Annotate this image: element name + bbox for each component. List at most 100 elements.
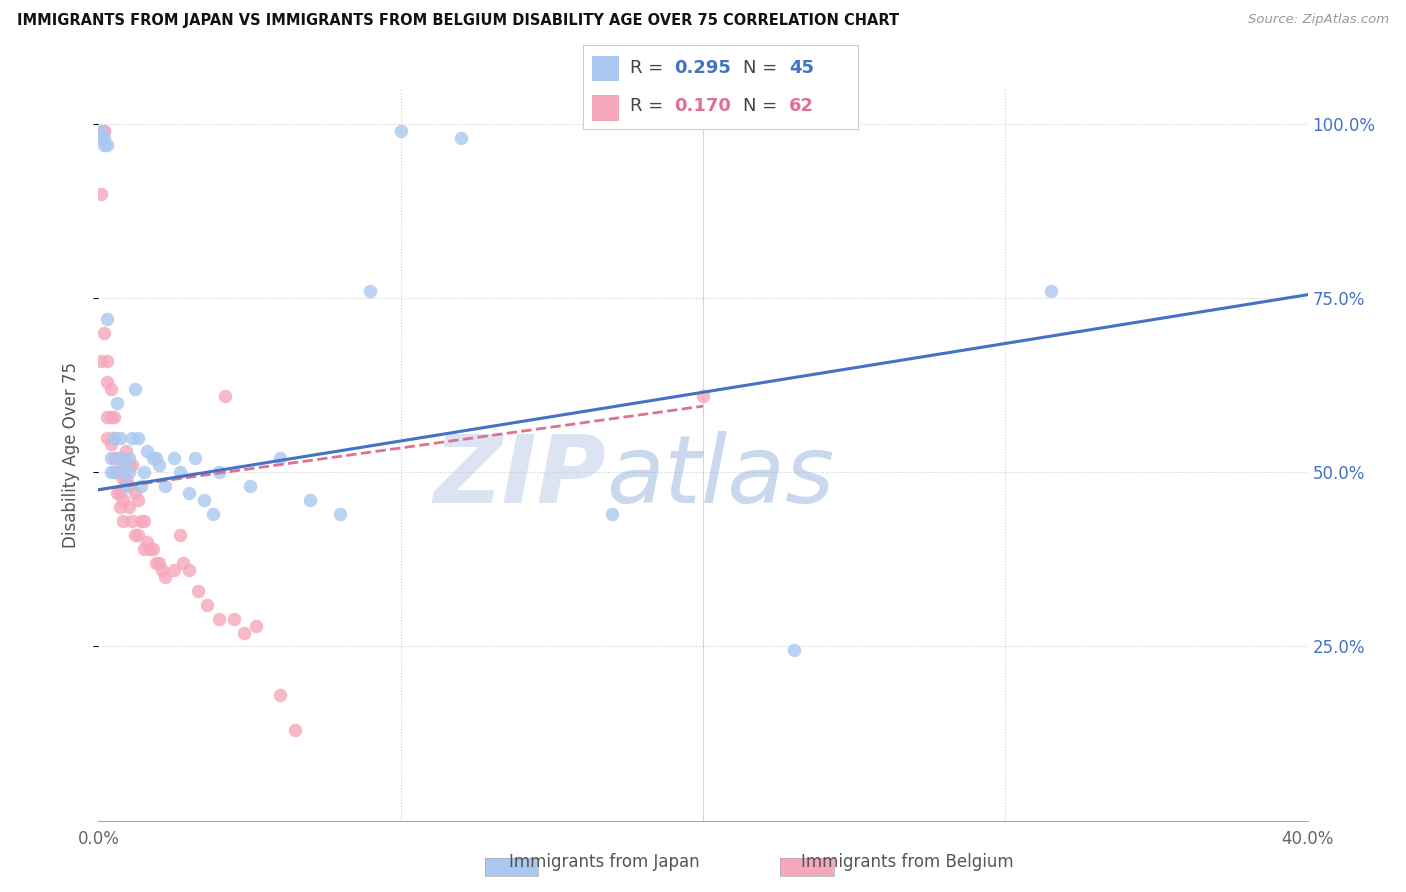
Point (108, 451, 131, 466)
Point (93, 131, 115, 145)
Point (153, 479, 176, 493)
Point (127, 493, 149, 508)
Point (193, 493, 215, 508)
Point (232, 625, 254, 640)
Point (169, 466, 191, 480)
Point (214, 389, 236, 403)
Point (142, 541, 165, 556)
Point (127, 528, 149, 542)
Point (145, 556, 167, 570)
Point (124, 528, 146, 542)
Point (114, 472, 136, 486)
Point (360, 284, 382, 298)
Point (124, 382, 146, 396)
Point (132, 541, 155, 556)
Point (169, 528, 191, 542)
Text: 45: 45 (789, 60, 814, 78)
Point (108, 430, 131, 444)
Point (105, 395, 128, 409)
Point (139, 541, 162, 556)
Point (239, 479, 262, 493)
Point (450, 131, 472, 145)
Text: 0.170: 0.170 (673, 96, 731, 114)
Point (135, 444, 157, 458)
Text: R =: R = (630, 96, 669, 114)
Point (132, 514, 155, 528)
Point (103, 451, 125, 466)
Text: IMMIGRANTS FROM JAPAN VS IMMIGRANTS FROM BELGIUM DISABILITY AGE OVER 75 CORRELAT: IMMIGRANTS FROM JAPAN VS IMMIGRANTS FROM… (17, 13, 898, 29)
Point (96, 354, 118, 368)
Point (783, 643, 806, 657)
Point (163, 451, 186, 466)
Point (100, 437, 122, 451)
Point (148, 458, 170, 473)
Point (93, 124, 115, 138)
Point (100, 451, 122, 466)
Point (111, 458, 134, 473)
Point (96, 312, 118, 326)
Point (145, 451, 167, 466)
Point (93, 326, 115, 340)
Text: Source: ZipAtlas.com: Source: ZipAtlas.com (1249, 13, 1389, 27)
Bar (592, 55, 619, 81)
Point (118, 500, 141, 515)
Point (269, 451, 291, 466)
Point (135, 535, 157, 549)
Point (111, 451, 134, 466)
Point (245, 618, 267, 632)
Point (105, 466, 128, 480)
Point (100, 382, 122, 396)
Bar (592, 95, 619, 120)
Point (100, 466, 122, 480)
Point (284, 723, 307, 737)
Text: ZIP: ZIP (433, 431, 606, 523)
Point (602, 507, 624, 521)
Point (132, 466, 155, 480)
Point (111, 472, 134, 486)
Point (142, 451, 165, 466)
Point (111, 514, 134, 528)
Point (96, 375, 118, 389)
Point (96, 409, 118, 424)
Point (129, 514, 152, 528)
Point (118, 479, 141, 493)
Point (172, 556, 194, 570)
Point (195, 598, 218, 612)
Point (121, 514, 143, 528)
Point (90, 131, 112, 145)
Point (118, 451, 141, 466)
Point (202, 507, 225, 521)
Text: R =: R = (630, 60, 669, 78)
Point (105, 486, 128, 500)
Point (153, 570, 176, 584)
Point (93, 124, 115, 138)
Point (127, 430, 149, 444)
Point (1039, 284, 1062, 298)
Point (103, 430, 125, 444)
Text: Immigrants from Japan: Immigrants from Japan (509, 853, 700, 871)
Point (103, 430, 125, 444)
Point (121, 430, 143, 444)
Text: 0.295: 0.295 (673, 60, 731, 78)
Point (124, 486, 146, 500)
Point (96, 430, 118, 444)
Text: N =: N = (742, 96, 783, 114)
Point (692, 389, 714, 403)
Point (111, 493, 134, 508)
Point (114, 444, 136, 458)
Point (187, 583, 209, 598)
Point (118, 458, 141, 473)
Point (111, 466, 134, 480)
Point (103, 466, 125, 480)
Point (179, 563, 201, 577)
Point (129, 479, 152, 493)
Text: Immigrants from Belgium: Immigrants from Belgium (800, 853, 1014, 871)
Point (208, 466, 231, 480)
Point (108, 486, 131, 500)
Text: atlas: atlas (606, 432, 835, 523)
Point (163, 563, 186, 577)
Text: 62: 62 (789, 96, 814, 114)
Point (108, 466, 131, 480)
Point (121, 458, 143, 473)
Point (105, 451, 128, 466)
